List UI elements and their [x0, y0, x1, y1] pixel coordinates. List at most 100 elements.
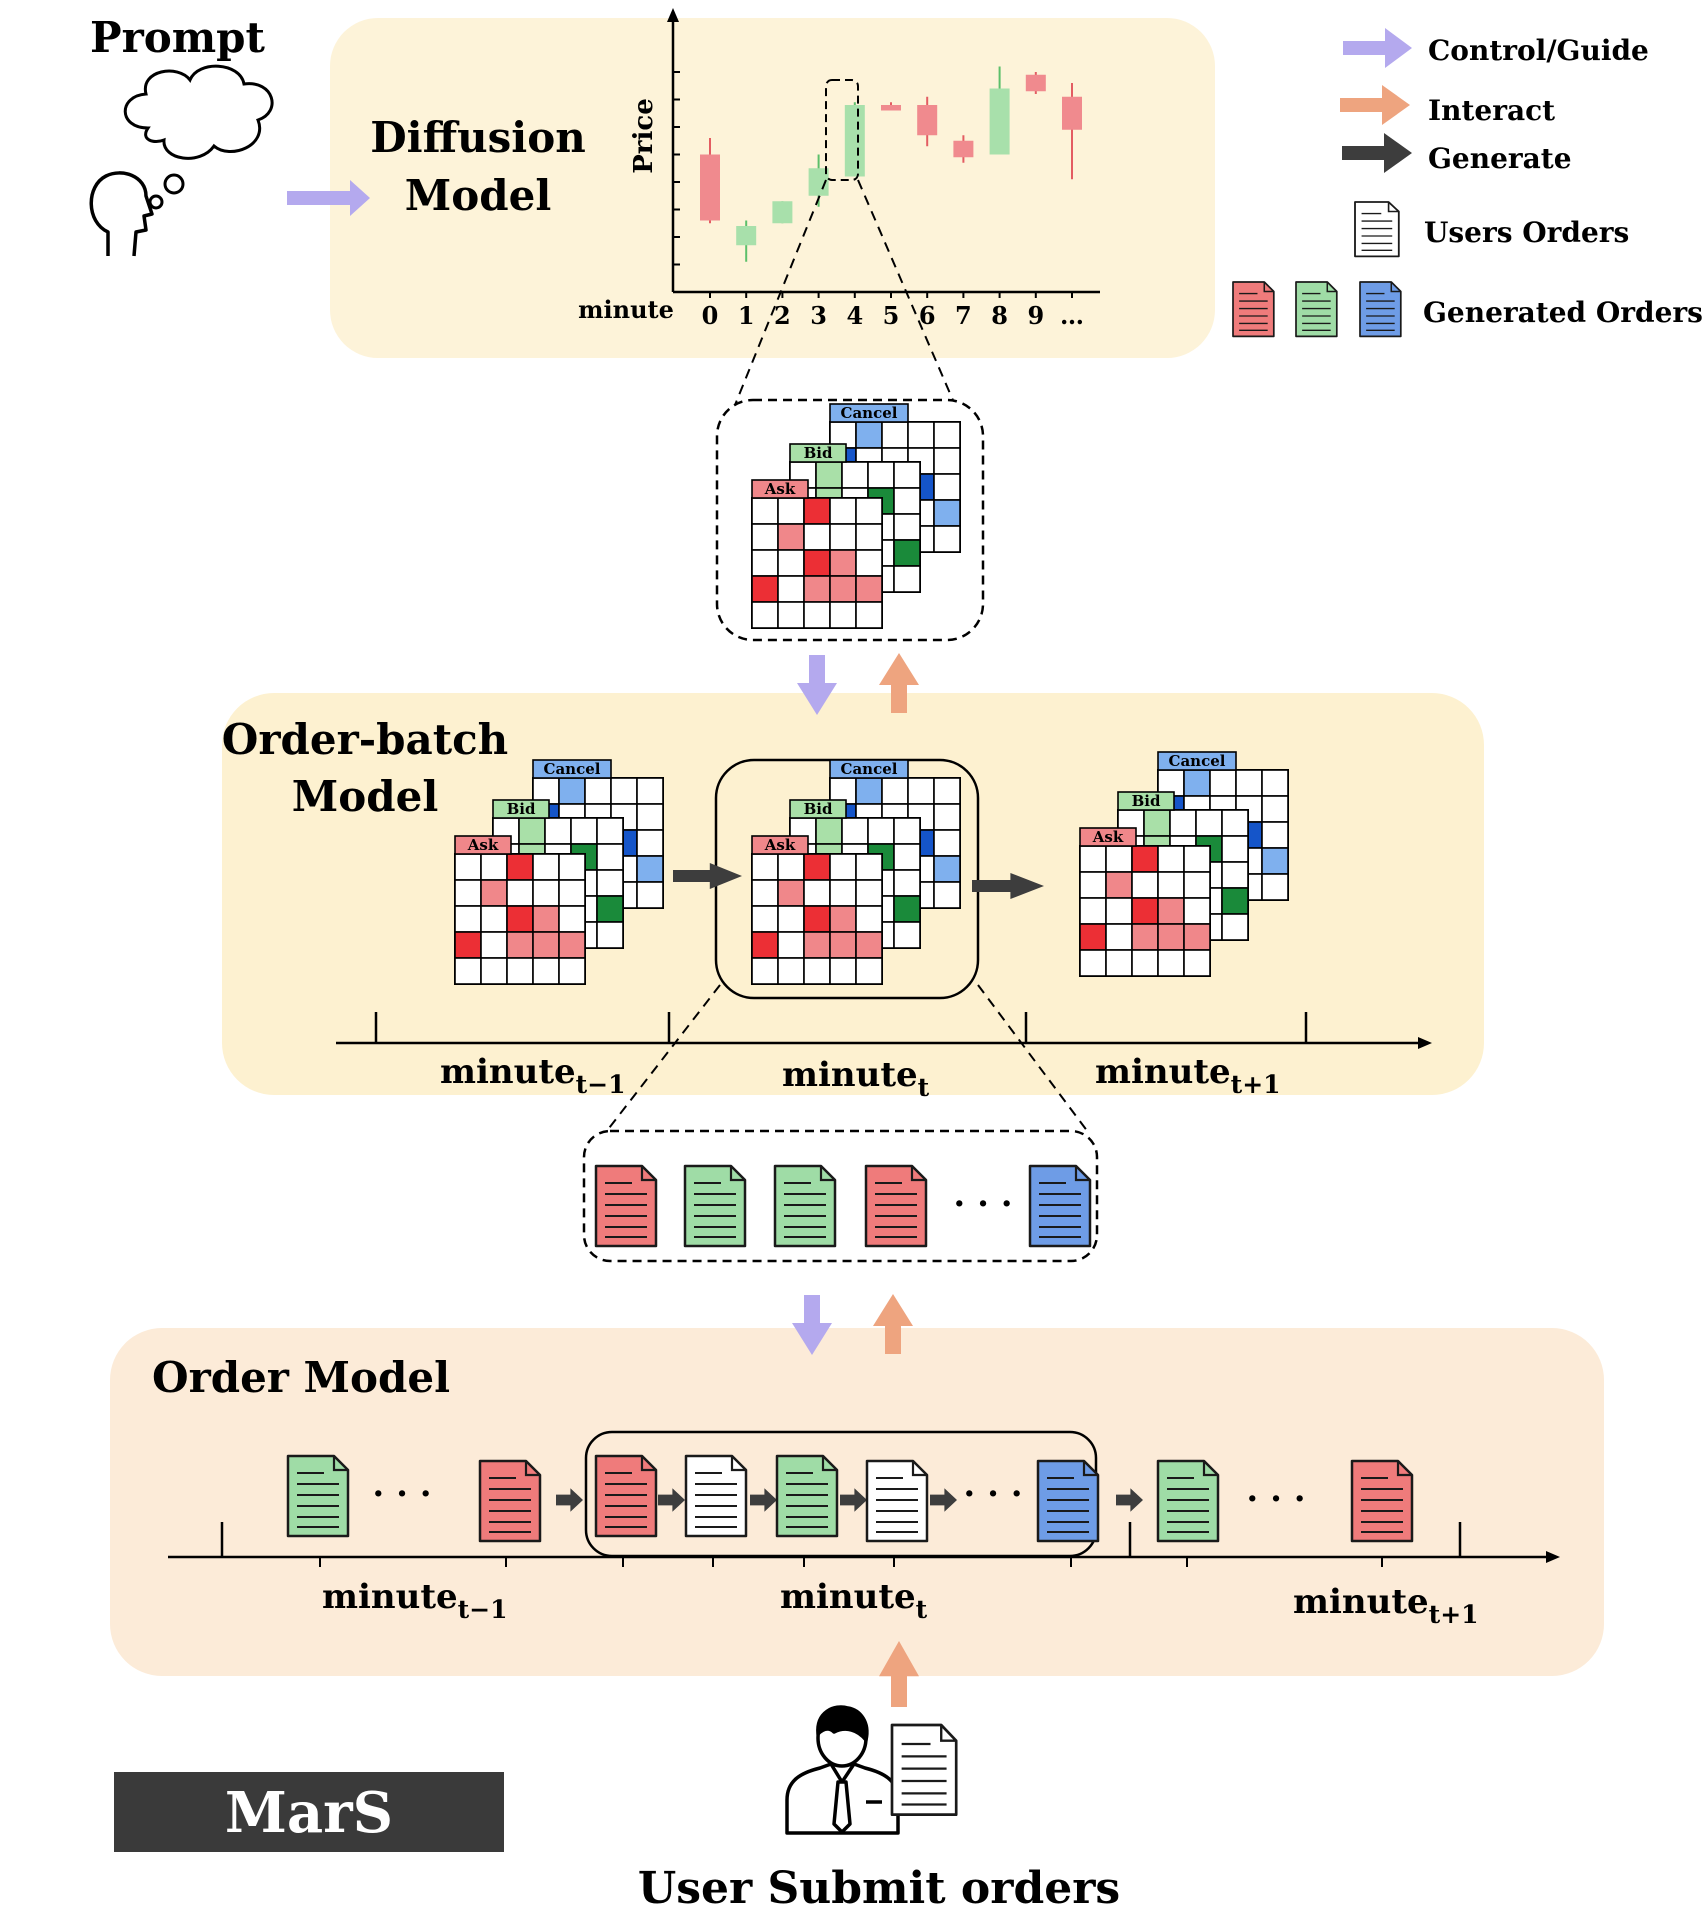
- order-stream-ellipsis: · · ·: [372, 1474, 431, 1514]
- matrix-cell: [480, 931, 508, 959]
- matrix-cell: [1235, 769, 1263, 797]
- ask-tag: [751, 835, 809, 855]
- matrix-cell: [558, 777, 586, 805]
- matrix-cell: [777, 905, 805, 933]
- x-tick-label: 4: [846, 301, 863, 330]
- matrix-cell: [1157, 871, 1185, 899]
- matrix-cell: [803, 549, 831, 577]
- matrix-cell: [532, 905, 560, 933]
- order-doc-icon-green: [775, 1454, 839, 1538]
- candle-body: [953, 140, 974, 158]
- legend: Control/Guide Interact Generate Users Or…: [1232, 28, 1703, 338]
- order-minute-next-label: minutet+1: [1293, 1582, 1479, 1629]
- order-batch-title-line1: Order-batch: [222, 715, 508, 764]
- order-doc-icon-red: [594, 1164, 658, 1248]
- matrix-cell: [532, 931, 560, 959]
- matrix-cell: [454, 931, 482, 959]
- matrix-cell: [881, 421, 909, 449]
- bid-tag: [789, 443, 847, 463]
- head-silhouette-icon: [89, 171, 154, 257]
- user-order-doc-icon: [890, 1723, 958, 1816]
- matrix-cell: [893, 513, 921, 541]
- matrix-cell: [751, 549, 779, 577]
- legend-interact-label: Interact: [1428, 94, 1555, 127]
- matrix-cell: [454, 853, 482, 881]
- matrix-cell: [1261, 847, 1289, 875]
- matrix-cell: [933, 855, 961, 883]
- order-doc-icon-red: [864, 1164, 928, 1248]
- matrix-cell: [1221, 835, 1249, 863]
- cancel-tag-label: Cancel: [1169, 752, 1226, 770]
- x-axis-ticks: [709, 292, 1073, 298]
- matrix-cell: [803, 853, 831, 881]
- cancel-tag-label: Cancel: [841, 760, 898, 778]
- matrix-cell: [751, 601, 779, 629]
- matrix-cell: [867, 817, 895, 845]
- matrix-cell: [558, 931, 586, 959]
- diffusion-title-line1: Diffusion: [370, 113, 586, 162]
- matrix-cell: [506, 879, 534, 907]
- order-minute-cur-label: minutet: [780, 1577, 928, 1624]
- matrix-cell: [829, 575, 857, 603]
- x-tick-label: 0: [702, 301, 719, 330]
- matrix-cell: [596, 895, 624, 923]
- user-submit-orders-label: User Submit orders: [638, 1863, 1120, 1914]
- matrix-cell: [480, 879, 508, 907]
- matrix-cell: [829, 879, 857, 907]
- matrix-cell: [893, 921, 921, 949]
- order-doc-icon-red: [594, 1454, 658, 1538]
- batch-minute-prev-label: minutet−1: [440, 1052, 626, 1099]
- matrix-cell: [751, 497, 779, 525]
- cancel-tag: [532, 759, 612, 779]
- candles: [700, 66, 1082, 262]
- matrix-cell: [1261, 821, 1289, 849]
- matrix-cell: [933, 473, 961, 501]
- candle-body: [1062, 96, 1082, 130]
- legend-blue-order-doc-icon: [1359, 281, 1402, 338]
- order-batch-next-minute: Cancel Bid Ask: [1079, 751, 1289, 977]
- ask-tag-label: Ask: [764, 836, 796, 854]
- matrix-cell: [803, 879, 831, 907]
- matrix-cell: [855, 549, 883, 577]
- cancel-tag-label: Cancel: [841, 404, 898, 422]
- order-doc-icon-green: [773, 1164, 837, 1248]
- matrix-cell: [829, 497, 857, 525]
- matrix-cell: [1131, 923, 1159, 951]
- matrix-cell: [893, 487, 921, 515]
- matrix-cell: [855, 905, 883, 933]
- matrix-cell: [829, 957, 857, 985]
- bid-tag: [789, 799, 847, 819]
- candle-body: [736, 226, 757, 246]
- matrix-cell: [454, 905, 482, 933]
- matrix-cell: [636, 803, 664, 831]
- matrix-cell: [893, 869, 921, 897]
- matrix-cell: [777, 549, 805, 577]
- matrix-cell: [907, 421, 935, 449]
- matrix-cell: [933, 881, 961, 909]
- matrix-cell: [1221, 809, 1249, 837]
- ask-sheet: Ask: [1079, 827, 1211, 977]
- matrix-cell: [636, 777, 664, 805]
- matrix-cell: [855, 497, 883, 525]
- matrix-cell: [893, 461, 921, 489]
- matrix-cell: [506, 905, 534, 933]
- matrix-cell: [751, 879, 779, 907]
- order-doc-icon-green: [1156, 1459, 1220, 1543]
- matrix-cell: [596, 843, 624, 871]
- matrix-cell: [855, 853, 883, 881]
- legend-red-order-doc-icon: [1232, 281, 1275, 338]
- matrix-cell: [1183, 923, 1211, 951]
- matrix-cell: [855, 421, 883, 449]
- matrix-cell: [829, 523, 857, 551]
- order-batch-title-line2: Model: [292, 772, 439, 821]
- x-tick-label: 8: [991, 301, 1008, 330]
- matrix-cell: [506, 931, 534, 959]
- x-tick-label: 1: [738, 301, 755, 330]
- matrix-cell: [1079, 845, 1107, 873]
- legend-green-order-doc-icon: [1295, 281, 1338, 338]
- matrix-cell: [855, 777, 883, 805]
- candlestick-chart: 0 1 2 3 4 5 6 7 8 9 … Price minute: [578, 8, 1100, 330]
- y-axis-ticks: [673, 71, 680, 266]
- matrix-cell: [777, 575, 805, 603]
